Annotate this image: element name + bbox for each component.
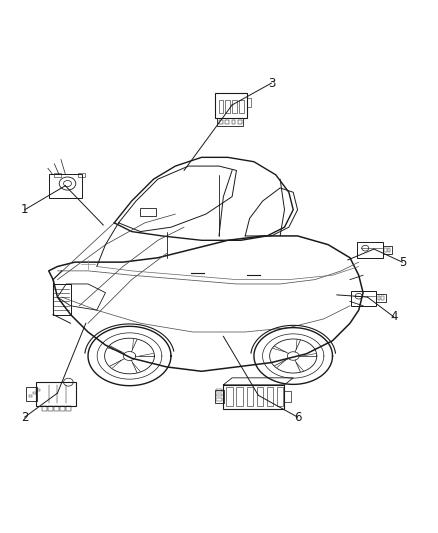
Bar: [36, 389, 40, 391]
Bar: [54, 406, 59, 411]
Bar: [216, 389, 222, 392]
Text: 3: 3: [268, 77, 275, 90]
Bar: [219, 100, 223, 113]
Bar: [223, 385, 285, 409]
Bar: [257, 386, 263, 406]
Bar: [232, 120, 236, 124]
Bar: [66, 406, 71, 411]
Text: 1: 1: [21, 203, 28, 216]
Bar: [78, 173, 85, 177]
Bar: [48, 406, 53, 411]
Bar: [219, 120, 223, 124]
Bar: [217, 118, 243, 126]
Bar: [215, 390, 224, 403]
Bar: [225, 120, 229, 124]
Bar: [216, 393, 222, 396]
Bar: [215, 93, 247, 118]
Bar: [226, 100, 230, 113]
Bar: [60, 406, 64, 411]
Bar: [247, 386, 253, 406]
Bar: [28, 395, 32, 398]
Bar: [216, 398, 222, 400]
Bar: [284, 391, 291, 402]
Bar: [49, 174, 82, 198]
Bar: [53, 284, 71, 314]
Bar: [237, 386, 243, 406]
Bar: [385, 248, 387, 252]
Bar: [141, 207, 155, 216]
Bar: [238, 120, 242, 124]
Bar: [277, 386, 283, 406]
Bar: [36, 382, 76, 406]
Bar: [247, 99, 251, 107]
Bar: [378, 296, 380, 300]
Bar: [42, 406, 46, 411]
Bar: [226, 386, 233, 406]
Text: 5: 5: [399, 256, 406, 269]
Bar: [351, 290, 376, 306]
Bar: [26, 387, 37, 401]
Bar: [388, 248, 390, 252]
Bar: [232, 100, 237, 113]
Bar: [357, 243, 383, 258]
Bar: [383, 246, 392, 254]
Bar: [267, 386, 273, 406]
Bar: [239, 100, 244, 113]
Bar: [33, 392, 36, 394]
Text: 6: 6: [294, 410, 301, 424]
Bar: [54, 173, 60, 177]
Bar: [376, 294, 386, 302]
Text: 2: 2: [21, 410, 28, 424]
Bar: [381, 296, 384, 300]
Text: 4: 4: [390, 310, 397, 323]
